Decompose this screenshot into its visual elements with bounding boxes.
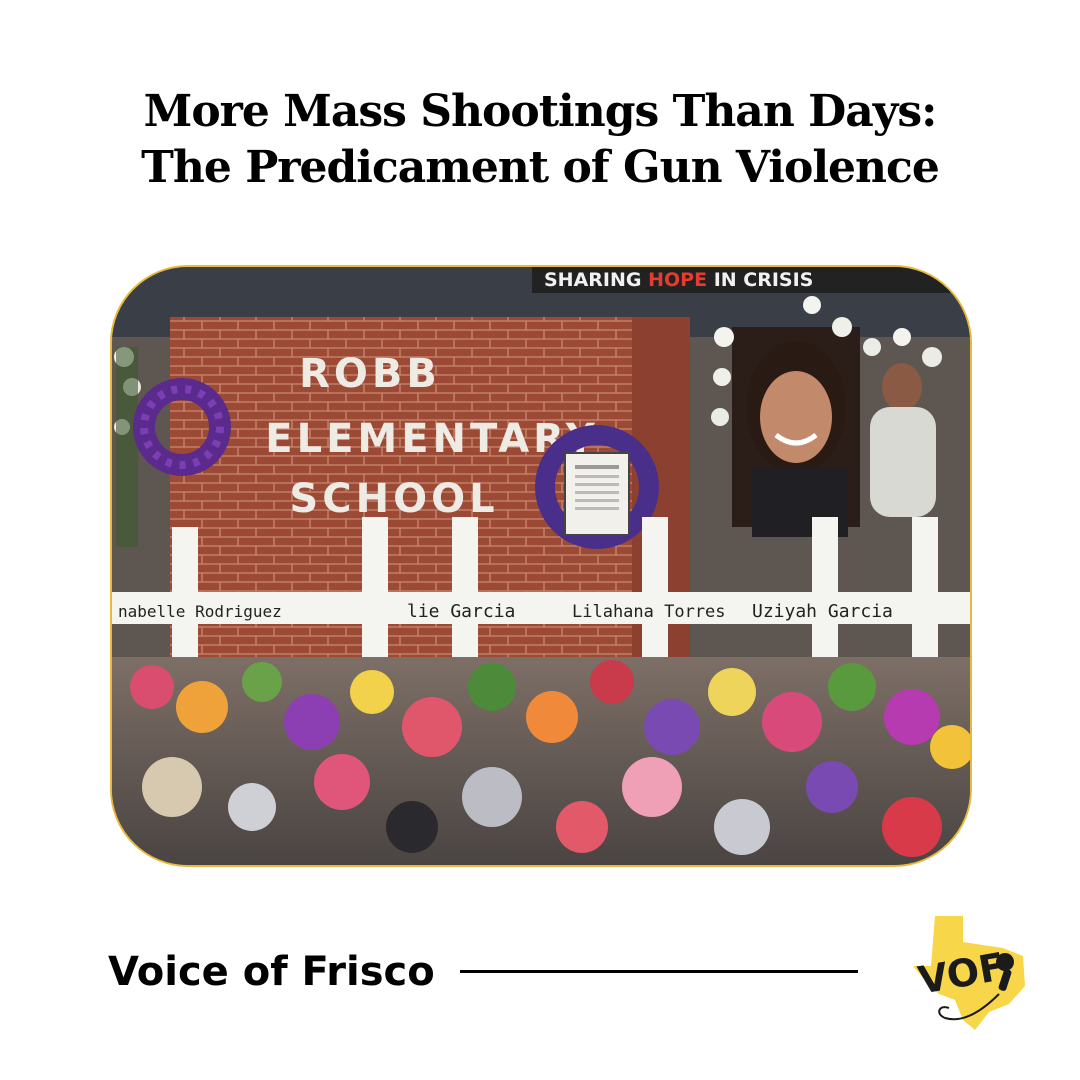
flower-arch-right <box>711 296 942 426</box>
cross-name-3: Lilahana Torres <box>572 602 726 622</box>
banner: SHARING HOPE IN CRISIS <box>532 267 970 293</box>
texas-microphone-logo-icon: VOF <box>905 908 1035 1038</box>
banner-part-2: HOPE <box>648 269 707 291</box>
cross-name-2: lie Garcia <box>407 601 515 622</box>
microphone-icon <box>938 953 1014 1021</box>
footer-brand-name: Voice of Frisco <box>108 949 435 995</box>
svg-text:SHARING HOPE IN CRISIS: SHARING HOPE IN CRISIS <box>544 269 813 291</box>
sign-line-3: SCHOOL <box>289 476 498 522</box>
memorial-plaque <box>535 425 659 549</box>
article-title: More Mass Shootings Than Days: The Predi… <box>0 84 1080 196</box>
banner-part-3: IN CRISIS <box>707 269 813 291</box>
cross-name-1: nabelle Rodriguez <box>118 602 282 621</box>
title-line-1: More Mass Shootings Than Days: <box>143 86 938 137</box>
flower-tributes <box>112 657 970 865</box>
sign-line-2: ELEMENTARY <box>265 416 598 462</box>
cross-name-4: Uziyah Garcia <box>752 601 893 622</box>
sign-line-1: ROBB <box>299 351 441 397</box>
flower-garland-left <box>114 347 141 547</box>
memorial-photo-illustration: SHARING HOPE IN CRISIS ROBB ELEMENTARY S… <box>112 267 970 865</box>
memorial-photo: SHARING HOPE IN CRISIS ROBB ELEMENTARY S… <box>110 265 972 867</box>
memorial-crosses: nabelle Rodriguez lie Garcia Lilahana To… <box>112 517 970 677</box>
person-visitor <box>870 363 936 517</box>
portrait-photo <box>732 327 860 537</box>
wreath-purple <box>133 378 231 476</box>
footer-divider <box>460 970 858 973</box>
title-line-2: The Predicament of Gun Violence <box>141 142 940 193</box>
banner-part-1: SHARING <box>544 269 648 291</box>
